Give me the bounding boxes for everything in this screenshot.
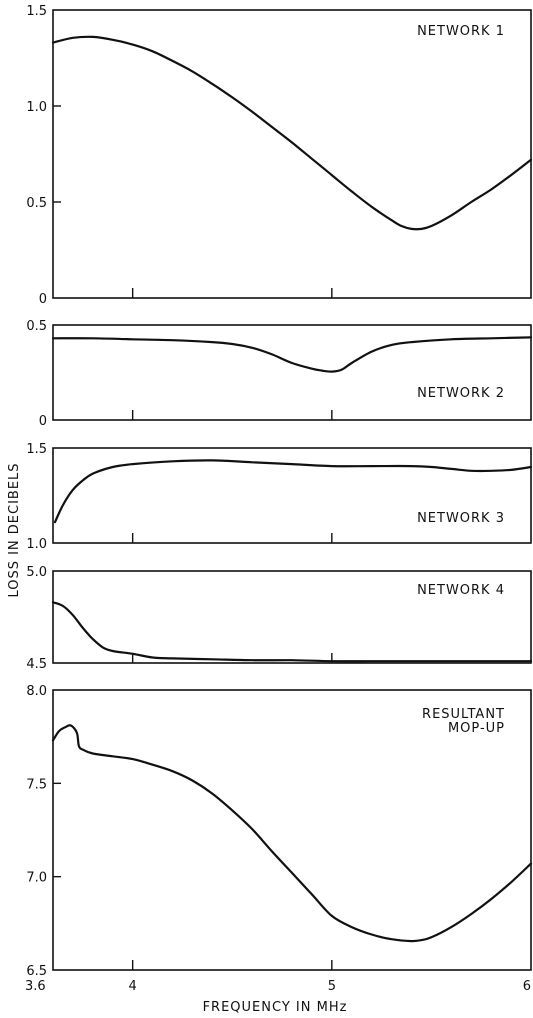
x-tick-label: 3.6 xyxy=(25,979,46,994)
x-tick-labels: 3.6 4 5 6 xyxy=(25,979,531,994)
y-tick-label: 7.5 xyxy=(26,777,47,792)
y-tick-label: 0 xyxy=(39,414,47,429)
x-tick-label: 5 xyxy=(328,979,336,994)
x-tick-label: 6 xyxy=(523,979,531,994)
y-tick-label: 0.5 xyxy=(26,319,47,334)
panel-label: NETWORK 1 xyxy=(417,24,505,39)
y-tick-label: 0 xyxy=(39,292,47,307)
y-tick-label: 1.0 xyxy=(26,100,47,115)
series-line xyxy=(51,35,533,231)
panel-4: 4.5 5.0 NETWORK 4 xyxy=(26,565,533,672)
series-line xyxy=(51,724,533,943)
panel-label: NETWORK 4 xyxy=(417,583,505,598)
y-tick-label: 1.0 xyxy=(26,537,47,552)
x-tick-label: 4 xyxy=(129,979,137,994)
series-line xyxy=(53,459,533,524)
x-axis-title: FREQUENCY IN MHz xyxy=(203,1000,348,1015)
panel-label: NETWORK 3 xyxy=(417,511,505,526)
panel-frame xyxy=(52,9,532,299)
y-tick-label: 1.5 xyxy=(26,442,47,457)
y-tick-label: 7.0 xyxy=(26,871,47,886)
panel-label: NETWORK 2 xyxy=(417,386,505,401)
series-line xyxy=(51,336,533,373)
y-axis-title: LOSS IN DECIBELS xyxy=(7,462,22,597)
panel-label: RESULTANT xyxy=(422,707,505,722)
y-tick-label: 4.5 xyxy=(26,657,47,672)
y-tick-label: 5.0 xyxy=(26,565,47,580)
panel-2: 0 0.5 NETWORK 2 xyxy=(26,319,533,429)
chart-panels: 0 0.5 1.0 1.5 NETWORK 1 0 0.5 NETWORK 2 1.0 1.5 NE… xyxy=(26,4,533,979)
panel-frame xyxy=(52,324,532,421)
panel-label: MOP-UP xyxy=(448,721,505,736)
y-tick-label: 0.5 xyxy=(26,196,47,211)
panel-1: 0 0.5 1.0 1.5 NETWORK 1 xyxy=(26,4,533,307)
panel-3: 1.0 1.5 NETWORK 3 xyxy=(26,442,533,552)
y-tick-label: 6.5 xyxy=(26,964,47,979)
panel-frame xyxy=(52,689,532,971)
series-line xyxy=(51,601,533,663)
y-tick-label: 8.0 xyxy=(26,684,47,699)
y-tick-label: 1.5 xyxy=(26,4,47,19)
panel-frame xyxy=(52,570,532,664)
panel-frame xyxy=(52,447,532,544)
